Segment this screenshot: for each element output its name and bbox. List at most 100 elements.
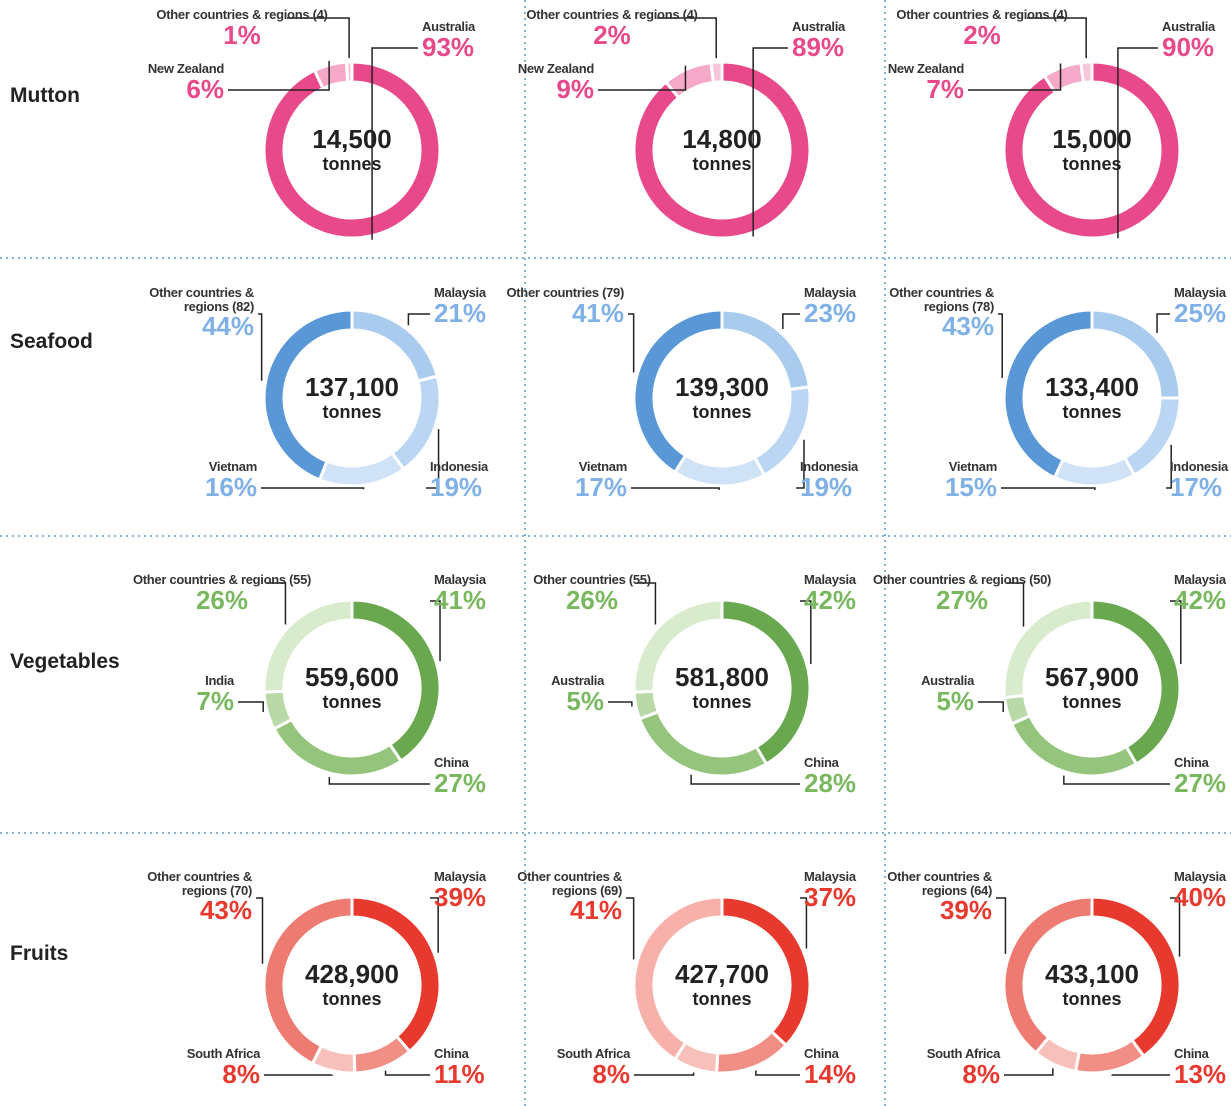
slice-label: Other countries (79) 41% [506,286,624,327]
leader-line [1007,582,1025,627]
slice-label: China 27% [434,756,486,797]
data-label: 8% [962,1058,1000,1089]
unit-label: tonnes [692,692,752,712]
leader-line [287,17,350,59]
slice-label: Other countries & regions (4) 2% [872,8,1092,49]
leader-line [1001,487,1096,490]
total-ring [286,919,418,1051]
center-total: 567,900 tonnes [1022,664,1162,711]
total-ring [1026,919,1158,1051]
leader-line [256,897,264,964]
leader-line [631,487,720,490]
slice-label: Australia 5% [921,674,974,715]
total-label: 137,100 [305,372,399,402]
data-label: 5% [566,685,604,716]
total-label: 14,800 [682,124,762,154]
data-label: 26% [195,584,249,615]
category-label: New Zealand [887,61,964,76]
category-label: China [1174,755,1209,770]
center-total: 581,800 tonnes [652,664,792,711]
data-label: 27% [1174,767,1227,798]
data-label: 28% [804,767,857,798]
category-label: Other countries & regions (82) [149,285,254,314]
unit-label: tonnes [322,989,382,1009]
total-label: 14,500 [312,124,392,154]
category-label: China [1174,1046,1209,1061]
donut-slice [262,60,442,240]
data-label: 44% [201,311,254,342]
donut-slice [1079,60,1094,85]
slice-label: China 13% [1174,1047,1226,1088]
center-total: 137,100 tonnes [282,374,422,421]
total-label: 567,900 [1045,662,1139,692]
data-label: 17% [1170,471,1223,502]
total-label: 139,300 [675,372,769,402]
category-label: Vietnam [578,459,628,474]
category-label: Other countries & regions (50) [872,572,1052,587]
data-label: 2% [593,19,631,50]
leader-line [261,487,365,490]
slice-label: South Africa 8% [557,1047,631,1089]
total-ring [1026,332,1158,464]
center-total: 14,800 tonnes [652,126,792,173]
category-label: South Africa [926,1046,1001,1061]
donut-slice [1002,895,1094,1055]
donut-slice [632,598,724,694]
data-label: 42% [1174,584,1227,615]
slice-label: Vietnam 15% [945,460,997,501]
leader-line [598,65,687,91]
category-label: Other countries (55) [533,572,651,587]
total-ring [656,332,788,464]
data-label: 7% [196,685,234,716]
slice-label: Malaysia 42% [804,573,856,614]
data-label: 8% [592,1058,630,1089]
unit-label: tonnes [692,402,752,422]
category-label: India [205,673,234,688]
center-total: 433,100 tonnes [1022,961,1162,1008]
leader-line [1117,47,1158,239]
slice-label: India 7% [196,674,234,715]
slice-label: Malaysia 40% [1174,870,1226,911]
total-label: 433,100 [1045,959,1139,989]
data-label: 11% [434,1058,485,1089]
category-label: Malaysia [1174,285,1226,300]
leader-line [657,17,717,59]
slice-label: New Zealand 9% [518,62,594,103]
data-label: 90% [1162,31,1215,62]
category-label: Other countries & regions (4) [896,7,1068,22]
leader-line [800,897,808,949]
slice-label: China 28% [804,756,856,797]
slice-label: Other countries & regions (69) 41% [502,870,622,925]
leader-line [752,47,788,237]
data-label: 37% [804,881,857,912]
center-total: 133,400 tonnes [1022,374,1162,421]
total-label: 428,900 [305,959,399,989]
donut-slice [1002,598,1094,700]
leader-line [228,60,330,91]
data-label: 39% [939,895,992,926]
data-label: 7% [926,73,964,104]
slice-label: Indonesia 19% [430,460,488,501]
category-label: Malaysia [804,285,856,300]
unit-label: tonnes [692,989,752,1009]
total-ring [286,332,418,464]
slice-label: Other countries & regions (4) 2% [502,8,722,49]
unit-label: tonnes [1062,154,1122,174]
leader-line [258,313,263,381]
category-label: Australia [792,19,845,34]
donut-slice [709,60,724,85]
data-label: 19% [430,471,483,502]
slice-label: Malaysia 41% [434,573,486,614]
slice-label: Other countries & regions (55) 26% [112,573,332,614]
slice-label: Other countries & regions (78) 43% [874,286,994,341]
data-label: 15% [944,471,997,502]
category-label: Indonesia [430,459,488,474]
data-label: 93% [422,31,475,62]
slice-label: Other countries & regions (70) 43% [132,870,252,925]
donut-slice [262,308,354,482]
data-label: 41% [434,584,487,615]
leader-line [690,774,800,785]
category-label: Other countries & regions (55) [132,572,312,587]
unit-label: tonnes [322,402,382,422]
